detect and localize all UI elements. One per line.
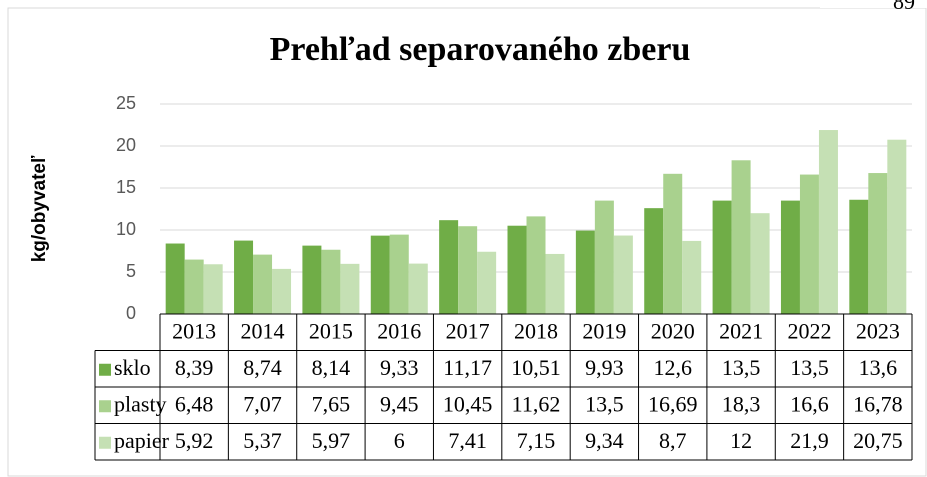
bar [439, 220, 459, 314]
table-value: 9,33 [380, 355, 419, 380]
x-tick-label: 2014 [241, 318, 285, 343]
table-value: 10,51 [511, 355, 561, 380]
table-value: 5,92 [175, 428, 214, 453]
y-tick-label: 25 [116, 93, 136, 113]
y-axis-label: kg/obyvateľ [29, 155, 50, 262]
chart-title: Prehľad separovaného zberu [270, 31, 691, 68]
table-value: 13,5 [790, 355, 829, 380]
bar [458, 226, 478, 314]
bar [234, 240, 254, 314]
legend-swatch [99, 400, 111, 413]
table-value: 7,65 [312, 391, 351, 416]
x-tick-label: 2020 [651, 318, 695, 343]
table-value: 20,75 [853, 428, 903, 453]
y-tick-label: 5 [126, 261, 136, 281]
table-value: 12,6 [653, 355, 692, 380]
table-value: 6 [394, 428, 405, 453]
y-tick-label: 0 [126, 303, 136, 323]
x-tick-label: 2013 [172, 318, 216, 343]
y-tick-label: 15 [116, 177, 136, 197]
page-number: 89 [893, 0, 915, 14]
bar [340, 263, 360, 314]
table-value: 21,9 [790, 428, 829, 453]
bar [887, 139, 907, 314]
bar [663, 173, 683, 314]
bar [712, 200, 732, 314]
table-value: 5,37 [243, 428, 282, 453]
table-value: 13,5 [722, 355, 761, 380]
bar [818, 130, 838, 314]
x-tick-label: 2015 [309, 318, 353, 343]
table-value: 5,97 [312, 428, 351, 453]
table-value: 16,69 [648, 391, 698, 416]
table-value: 8,39 [175, 355, 214, 380]
page-mask [820, 0, 927, 8]
y-tick-label: 20 [116, 135, 136, 155]
bar [253, 254, 273, 314]
bar [408, 263, 428, 314]
bar [302, 245, 322, 314]
legend-label: plasty [114, 391, 167, 416]
bar [682, 240, 702, 314]
legend-swatch [99, 436, 111, 449]
bar [575, 230, 595, 314]
bar [477, 251, 497, 314]
bar [644, 208, 664, 314]
table-value: 13,6 [859, 355, 898, 380]
y-tick-label: 10 [116, 219, 136, 239]
table-value: 9,45 [380, 391, 419, 416]
table-value: 6,48 [175, 391, 214, 416]
table-value: 8,14 [312, 355, 351, 380]
bar [868, 173, 888, 314]
bar [507, 225, 527, 314]
bar [389, 234, 409, 314]
table-value: 16,78 [853, 391, 903, 416]
legend-swatch [99, 363, 111, 376]
x-tick-label: 2017 [446, 318, 490, 343]
legend-label: sklo [114, 355, 151, 380]
table-value: 11,62 [512, 391, 561, 416]
bar [165, 243, 185, 314]
table-value: 18,3 [722, 391, 761, 416]
table-value: 8,74 [243, 355, 282, 380]
x-tick-label: 2023 [856, 318, 900, 343]
bar [594, 200, 614, 314]
legend-label: papier [114, 428, 170, 453]
bar [321, 249, 341, 314]
table-value: 9,93 [585, 355, 624, 380]
bar [184, 259, 204, 314]
table-value: 13,5 [585, 391, 624, 416]
table-value: 7,07 [243, 391, 282, 416]
bar [370, 235, 390, 314]
x-tick-label: 2021 [719, 318, 763, 343]
bar [613, 235, 633, 314]
bar [545, 253, 565, 314]
table-value: 16,6 [790, 391, 829, 416]
bar [272, 268, 292, 314]
bar [203, 264, 223, 314]
x-tick-label: 2018 [514, 318, 558, 343]
x-tick-label: 2019 [582, 318, 626, 343]
table-value: 7,15 [517, 428, 556, 453]
table-value: 9,34 [585, 428, 624, 453]
table-value: 12 [730, 428, 752, 453]
bar [849, 199, 869, 314]
bar [731, 160, 751, 314]
x-tick-label: 2022 [787, 318, 831, 343]
table-value: 10,45 [443, 391, 493, 416]
bar [780, 200, 800, 314]
bar [750, 213, 770, 314]
bar [526, 216, 546, 314]
table-value: 8,7 [659, 428, 687, 453]
table-value: 11,17 [443, 355, 492, 380]
table-value: 7,41 [448, 428, 487, 453]
bar [799, 174, 819, 314]
x-tick-label: 2016 [377, 318, 421, 343]
